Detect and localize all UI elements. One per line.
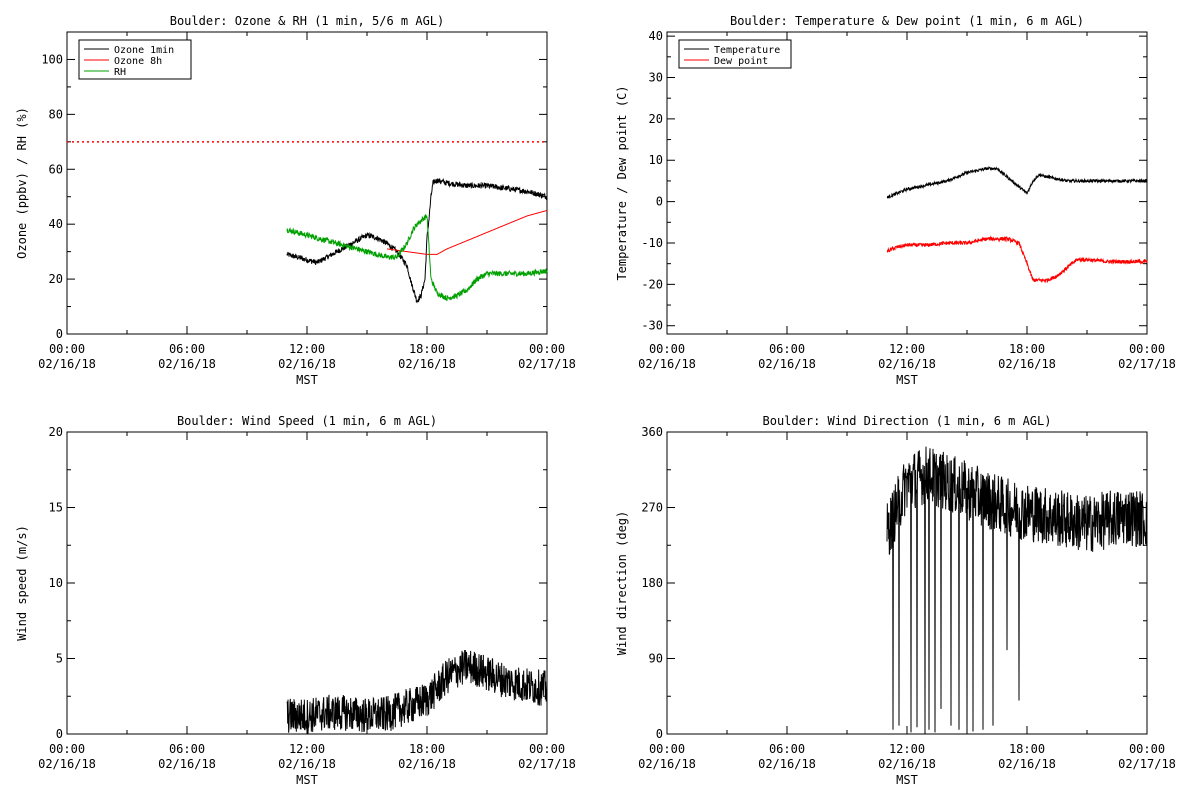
x-tick-label: 02/17/18 bbox=[518, 757, 576, 771]
y-tick-label: 30 bbox=[649, 71, 663, 85]
x-tick-label: 18:00 bbox=[409, 742, 445, 756]
x-tick-label: 18:00 bbox=[1009, 342, 1045, 356]
x-tick-label: 02/16/18 bbox=[878, 757, 936, 771]
x-tick-label: 02/16/18 bbox=[38, 357, 96, 371]
x-tick-label: 06:00 bbox=[769, 342, 805, 356]
y-tick-label: -30 bbox=[641, 319, 663, 333]
x-tick-label: 00:00 bbox=[1129, 342, 1165, 356]
x-tick-label: 02/16/18 bbox=[758, 757, 816, 771]
series-line-2 bbox=[886, 235, 1148, 284]
y-tick-label: 20 bbox=[649, 112, 663, 126]
x-tick-label: 02/16/18 bbox=[878, 357, 936, 371]
x-tick-label: 00:00 bbox=[529, 742, 565, 756]
legend-label: Ozone 8h bbox=[114, 56, 162, 67]
y-tick-label: 60 bbox=[49, 162, 63, 176]
x-tick-label: 00:00 bbox=[1129, 742, 1165, 756]
x-tick-label: 02/16/18 bbox=[998, 357, 1056, 371]
y-tick-label: 40 bbox=[49, 217, 63, 231]
chart-panel-4: Boulder: Wind Direction (1 min, 6 m AGL)… bbox=[615, 414, 1176, 787]
plot-frame bbox=[66, 431, 548, 735]
x-tick-label: 02/17/18 bbox=[1118, 757, 1176, 771]
y-tick-label: 0 bbox=[656, 195, 663, 209]
y-tick-label: 10 bbox=[649, 153, 663, 167]
y-tick-label: 270 bbox=[641, 501, 663, 515]
series-line-1 bbox=[886, 165, 1148, 199]
y-tick-label: 40 bbox=[649, 29, 663, 43]
chart-title: Boulder: Temperature & Dew point (1 min,… bbox=[730, 14, 1084, 28]
plot-frame bbox=[666, 31, 1148, 335]
y-tick-label: 0 bbox=[56, 327, 63, 341]
chart-panel-2: Boulder: Temperature & Dew point (1 min,… bbox=[615, 14, 1176, 387]
x-tick-label: 02/16/18 bbox=[38, 757, 96, 771]
y-tick-label: 10 bbox=[49, 576, 63, 590]
x-tick-label: 12:00 bbox=[889, 742, 925, 756]
y-axis-label: Wind direction (deg) bbox=[615, 511, 629, 656]
x-tick-label: 06:00 bbox=[169, 342, 205, 356]
y-axis-label: Temperature / Dew point (C) bbox=[615, 85, 629, 280]
x-tick-label: 02/16/18 bbox=[638, 757, 696, 771]
series-line-1 bbox=[286, 649, 548, 734]
series-line-1 bbox=[886, 446, 1148, 735]
y-tick-label: 0 bbox=[656, 727, 663, 741]
y-tick-label: -10 bbox=[641, 236, 663, 250]
x-tick-label: 02/16/18 bbox=[278, 757, 336, 771]
y-tick-label: 360 bbox=[641, 425, 663, 439]
x-axis-label: MST bbox=[896, 773, 918, 787]
chart-title: Boulder: Wind Direction (1 min, 6 m AGL) bbox=[763, 414, 1052, 428]
y-tick-label: 15 bbox=[49, 501, 63, 515]
series-line-1 bbox=[286, 177, 548, 304]
y-tick-label: 180 bbox=[641, 576, 663, 590]
x-tick-label: 02/16/18 bbox=[158, 357, 216, 371]
x-tick-label: 00:00 bbox=[529, 342, 565, 356]
x-axis-label: MST bbox=[296, 373, 318, 387]
legend-box bbox=[678, 39, 792, 69]
x-tick-label: 12:00 bbox=[889, 342, 925, 356]
x-tick-label: 02/16/18 bbox=[278, 357, 336, 371]
x-tick-label: 18:00 bbox=[1009, 742, 1045, 756]
x-tick-label: 02/16/18 bbox=[398, 757, 456, 771]
x-axis-label: MST bbox=[896, 373, 918, 387]
x-tick-label: 02/16/18 bbox=[998, 757, 1056, 771]
y-tick-label: 5 bbox=[56, 652, 63, 666]
series-line-2 bbox=[386, 209, 548, 255]
x-tick-label: 02/16/18 bbox=[398, 357, 456, 371]
legend-label: Dew point bbox=[714, 56, 768, 67]
x-tick-label: 00:00 bbox=[49, 742, 85, 756]
y-tick-label: 90 bbox=[649, 652, 663, 666]
y-tick-label: 20 bbox=[49, 425, 63, 439]
y-axis-label: Ozone (ppbv) / RH (%) bbox=[15, 107, 29, 259]
x-tick-label: 12:00 bbox=[289, 742, 325, 756]
chart-panel-1: Boulder: Ozone & RH (1 min, 5/6 m AGL)02… bbox=[15, 14, 576, 387]
legend-label: Ozone 1min bbox=[114, 45, 174, 56]
chart-title: Boulder: Ozone & RH (1 min, 5/6 m AGL) bbox=[170, 14, 445, 28]
y-tick-label: 100 bbox=[41, 52, 63, 66]
y-tick-label: 0 bbox=[56, 727, 63, 741]
x-tick-label: 02/16/18 bbox=[758, 357, 816, 371]
x-tick-label: 02/16/18 bbox=[158, 757, 216, 771]
y-axis-label: Wind speed (m/s) bbox=[15, 525, 29, 641]
x-axis-label: MST bbox=[296, 773, 318, 787]
y-tick-label: 20 bbox=[49, 272, 63, 286]
x-tick-label: 06:00 bbox=[169, 742, 205, 756]
y-tick-label: 80 bbox=[49, 107, 63, 121]
series-line-3 bbox=[286, 214, 548, 302]
y-tick-label: -20 bbox=[641, 277, 663, 291]
x-tick-label: 00:00 bbox=[649, 742, 685, 756]
legend-label: Temperature bbox=[714, 45, 780, 56]
x-tick-label: 06:00 bbox=[769, 742, 805, 756]
x-tick-label: 12:00 bbox=[289, 342, 325, 356]
x-tick-label: 02/17/18 bbox=[1118, 357, 1176, 371]
chart-panel-3: Boulder: Wind Speed (1 min, 6 m AGL) 0 5 10… bbox=[15, 414, 576, 787]
chart-title: Boulder: Wind Speed (1 min, 6 m AGL) bbox=[177, 414, 437, 428]
x-tick-label: 18:00 bbox=[409, 342, 445, 356]
legend-label: RH bbox=[114, 67, 126, 78]
x-tick-label: 02/16/18 bbox=[638, 357, 696, 371]
x-tick-label: 02/17/18 bbox=[518, 357, 576, 371]
x-tick-label: 00:00 bbox=[49, 342, 85, 356]
x-tick-label: 00:00 bbox=[649, 342, 685, 356]
